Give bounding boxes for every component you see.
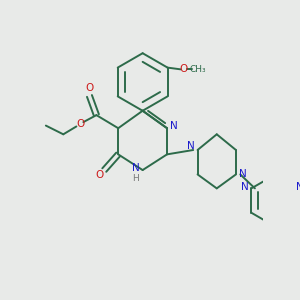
Text: CH₃: CH₃ (190, 65, 206, 74)
Text: O: O (95, 170, 103, 180)
Text: O: O (85, 83, 94, 93)
Text: N: N (187, 141, 194, 151)
Text: O: O (76, 119, 85, 129)
Text: N: N (132, 163, 140, 173)
Text: O: O (179, 64, 188, 74)
Text: N: N (296, 182, 300, 192)
Text: H: H (132, 174, 139, 183)
Text: N: N (242, 182, 249, 192)
Text: N: N (170, 122, 178, 131)
Text: N: N (239, 169, 247, 179)
